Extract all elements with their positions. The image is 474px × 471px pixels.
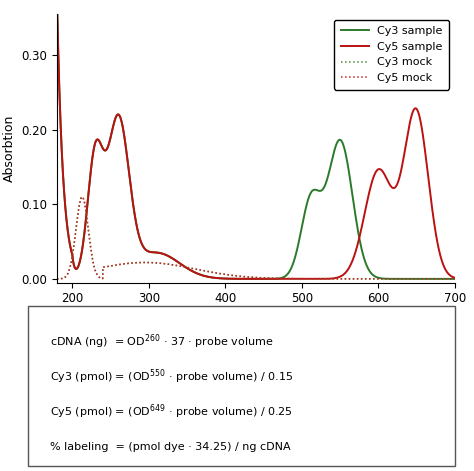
Line: Cy3 sample: Cy3 sample xyxy=(57,0,455,279)
Line: Cy5 sample: Cy5 sample xyxy=(57,0,455,279)
Cy3 mock xyxy=(79,194,85,200)
Cy5 sample xyxy=(237,276,243,282)
Cy3 mock xyxy=(237,273,243,279)
Cy5 mock xyxy=(441,276,447,282)
Cy3 mock xyxy=(248,274,254,280)
Cy5 sample xyxy=(368,184,374,190)
Text: Cy5 (pmol) = (OD$^{649}$ · probe volume) / 0.25: Cy5 (pmol) = (OD$^{649}$ · probe volume)… xyxy=(50,403,292,421)
Legend: Cy3 sample, Cy5 sample, Cy3 mock, Cy5 mock: Cy3 sample, Cy5 sample, Cy3 mock, Cy5 mo… xyxy=(334,20,449,89)
Y-axis label: Absorbtion: Absorbtion xyxy=(2,114,16,182)
Cy3 sample xyxy=(452,276,458,282)
Cy3 sample xyxy=(441,276,447,282)
Line: Cy5 mock: Cy5 mock xyxy=(57,197,455,279)
Cy5 sample xyxy=(452,275,458,281)
Cy3 sample xyxy=(367,269,373,275)
Cy3 sample xyxy=(247,276,253,282)
Cy5 mock xyxy=(452,276,458,282)
Cy5 mock xyxy=(237,273,243,279)
Cy3 sample xyxy=(440,276,446,282)
Cy5 mock xyxy=(441,276,447,282)
Cy3 mock xyxy=(452,276,458,282)
X-axis label: Wavelength (nm): Wavelength (nm) xyxy=(195,311,317,324)
Cy3 mock xyxy=(54,276,60,282)
Cy3 sample xyxy=(74,266,80,271)
Cy3 mock xyxy=(74,217,80,222)
Text: Cy3 (pmol) = (OD$^{550}$ · probe volume) / 0.15: Cy3 (pmol) = (OD$^{550}$ · probe volume)… xyxy=(50,367,293,386)
Cy5 sample xyxy=(441,262,447,268)
Cy5 mock xyxy=(368,276,374,282)
Text: % labeling  = (pmol dye · 34.25) / ng cDNA: % labeling = (pmol dye · 34.25) / ng cDN… xyxy=(50,442,291,452)
Text: cDNA (ng)  = OD$^{260}$ · 37 · probe volume: cDNA (ng) = OD$^{260}$ · 37 · probe volu… xyxy=(50,332,273,351)
Cy5 sample xyxy=(74,266,80,271)
FancyBboxPatch shape xyxy=(28,306,455,466)
Cy5 mock xyxy=(54,276,60,282)
Cy5 mock xyxy=(79,194,85,200)
Cy5 sample xyxy=(247,276,253,282)
Cy3 sample xyxy=(237,276,243,282)
Cy3 mock xyxy=(441,276,447,282)
Line: Cy3 mock: Cy3 mock xyxy=(57,197,455,279)
Cy5 mock xyxy=(74,217,80,222)
Cy5 sample xyxy=(290,276,295,282)
Cy3 mock xyxy=(368,276,374,282)
Cy5 mock xyxy=(248,274,254,280)
Cy3 mock xyxy=(441,276,447,282)
Cy5 sample xyxy=(441,263,447,268)
